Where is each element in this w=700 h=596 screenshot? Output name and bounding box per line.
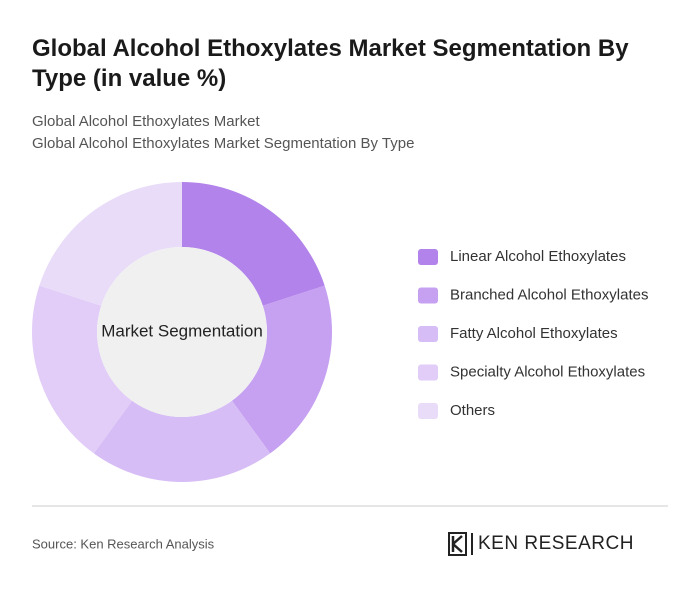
- subtitle: Global Alcohol Ethoxylates Market: [32, 113, 260, 130]
- donut-hole: [97, 247, 267, 417]
- legend-label: Linear Alcohol Ethoxylates: [450, 248, 626, 265]
- legend-label: Fatty Alcohol Ethoxylates: [450, 325, 618, 342]
- brand-name: KEN RESEARCH: [478, 533, 634, 554]
- legend-swatch: [418, 287, 438, 304]
- donut-segment: [39, 182, 182, 306]
- donut-segment: [93, 400, 271, 482]
- donut-segment: [231, 285, 332, 454]
- legend-swatch: [418, 364, 438, 381]
- legend-label: Others: [450, 402, 495, 419]
- donut-segment: [32, 285, 133, 454]
- source: Source: Ken Research Analysis: [32, 536, 215, 551]
- subtitle: Global Alcohol Ethoxylates Market Segmen…: [32, 135, 414, 152]
- brand-logo: [448, 532, 473, 556]
- legend-swatch: [418, 403, 438, 419]
- legend-swatch: [418, 326, 438, 342]
- chart-title: Global Alcohol Ethoxylates Market Segmen…: [32, 35, 629, 92]
- legend-swatch: [418, 249, 438, 265]
- legend-label: Specialty Alcohol Ethoxylates: [450, 363, 645, 380]
- center-label: Market Segmentation: [101, 321, 263, 340]
- donut-segment: [182, 182, 325, 306]
- legend-label: Branched Alcohol Ethoxylates: [450, 286, 648, 303]
